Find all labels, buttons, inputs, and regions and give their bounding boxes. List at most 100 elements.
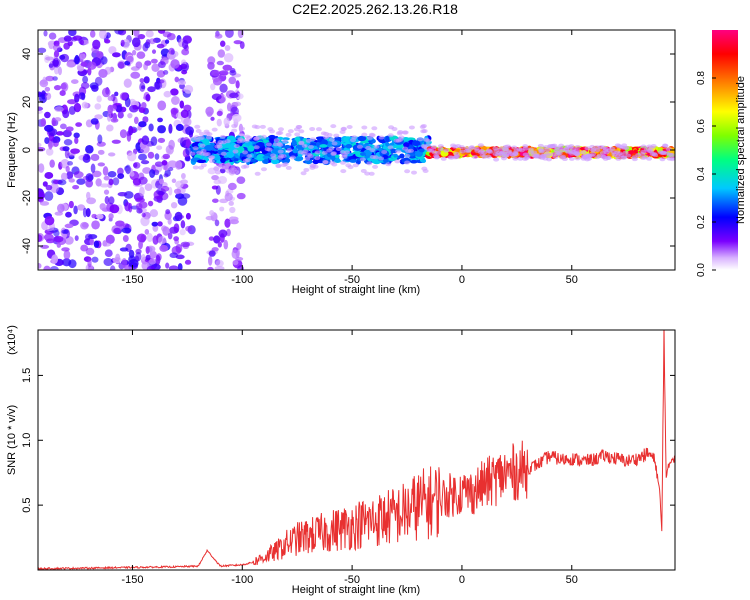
heatmap-cell	[109, 265, 116, 270]
heatmap-cell	[79, 53, 86, 60]
heatmap-cell	[209, 155, 216, 160]
heatmap-cell	[158, 178, 164, 185]
heatmap-cell	[103, 189, 110, 195]
heatmap-cell	[237, 137, 244, 142]
heatmap-cell	[66, 171, 74, 180]
heatmap-cell	[140, 216, 150, 227]
heatmap-cell	[180, 63, 188, 70]
heatmap-cell	[428, 148, 435, 153]
heatmap-cell	[181, 172, 186, 180]
heatmap-cell	[611, 152, 618, 157]
heatmap-cell	[54, 106, 64, 113]
heatmap-cell	[48, 140, 53, 150]
heatmap-cell	[104, 39, 111, 44]
heatmap-cell	[131, 37, 141, 48]
heatmap-cell	[493, 148, 500, 153]
heatmap-cell	[63, 35, 72, 42]
heatmap-cell	[63, 250, 71, 260]
heatmap-cell	[60, 82, 67, 90]
heatmap-cell	[211, 127, 218, 132]
heatmap-cell	[205, 106, 214, 116]
heatmap-cell	[157, 235, 167, 245]
heatmap-cell	[144, 229, 150, 235]
heatmap-cell	[224, 192, 233, 202]
heatmap-cell	[223, 52, 234, 63]
heatmap-cell	[210, 116, 215, 121]
heatmap-cell	[554, 150, 561, 155]
heatmap-cell	[218, 229, 228, 238]
heatmap-cell	[277, 127, 284, 132]
heatmap-cell	[192, 146, 199, 151]
heatmap-cell	[211, 69, 221, 77]
heatmap-cell	[385, 141, 390, 147]
heatmap-cell	[127, 113, 133, 119]
heatmap-cell	[665, 147, 672, 152]
heatmap-cell	[114, 30, 124, 35]
heatmap-cell	[146, 265, 156, 270]
heatmap-cell	[136, 51, 146, 59]
heatmap-cell	[147, 151, 155, 159]
heatmap-cell	[300, 171, 307, 176]
heatmap-cell	[44, 215, 55, 226]
heatmap-cell	[320, 131, 327, 136]
heatmap-cell	[135, 61, 143, 69]
heatmap-cell	[522, 152, 529, 157]
heatmap-cell	[291, 139, 297, 146]
heatmap-cell	[104, 249, 113, 257]
heatmap-cell	[59, 90, 66, 97]
heatmap-cell	[107, 152, 116, 157]
heatmap-cell	[142, 167, 152, 174]
heatmap-cell	[360, 152, 366, 157]
heatmap-cell	[89, 30, 96, 38]
heatmap-cell	[547, 144, 554, 149]
heatmap-cell	[226, 151, 235, 159]
heatmap-cell	[205, 135, 212, 140]
heatmap-cell	[85, 247, 95, 256]
heatmap-cell	[137, 34, 146, 40]
heatmap-cell	[404, 160, 411, 165]
heatmap-cell	[145, 246, 150, 255]
heatmap-cell	[63, 42, 70, 50]
heatmap-cell	[345, 143, 353, 149]
heatmap-cell	[401, 130, 408, 135]
heatmap-cell	[68, 200, 74, 209]
heatmap-cell	[148, 123, 154, 132]
heatmap-cell	[289, 155, 296, 160]
heatmap-cell	[563, 146, 570, 151]
heatmap-cell	[305, 138, 312, 143]
heatmap-cell	[584, 146, 591, 151]
heatmap-cell	[175, 123, 184, 132]
heatmap-cell	[43, 30, 48, 37]
heatmap-cell	[243, 164, 250, 169]
heatmap-cell	[151, 63, 160, 73]
heatmap-cell	[517, 156, 524, 161]
heatmap-cell	[385, 162, 392, 167]
heatmap-cell	[136, 233, 147, 243]
heatmap-cell	[211, 93, 222, 101]
heatmap-cell	[293, 127, 300, 132]
heatmap-cell	[568, 156, 575, 161]
heatmap-cell	[80, 82, 90, 90]
snr-y-multiplier: (x10⁴)	[6, 325, 18, 355]
heatmap-cell	[191, 142, 201, 149]
heatmap-cell	[273, 138, 280, 143]
heatmap-cell	[85, 145, 94, 154]
heatmap-cell	[160, 185, 170, 192]
heatmap-cell	[139, 78, 145, 83]
heatmap-cell	[204, 152, 211, 157]
x-tick-label: 50	[566, 274, 578, 286]
heatmap-cell	[108, 196, 115, 205]
heatmap-cell	[85, 179, 94, 188]
heatmap-cell	[270, 153, 277, 158]
heatmap-cell	[150, 58, 158, 64]
heatmap-cell	[397, 130, 404, 135]
heatmap-cell	[347, 165, 354, 170]
heatmap-cell	[275, 163, 282, 168]
heatmap-cell	[91, 213, 98, 219]
heatmap-cell	[277, 142, 284, 147]
heatmap-cell	[184, 259, 192, 265]
heatmap-cell	[458, 145, 465, 150]
heatmap-cell	[149, 209, 159, 218]
heatmap-cell	[162, 226, 170, 236]
heatmap-cell	[51, 57, 61, 68]
